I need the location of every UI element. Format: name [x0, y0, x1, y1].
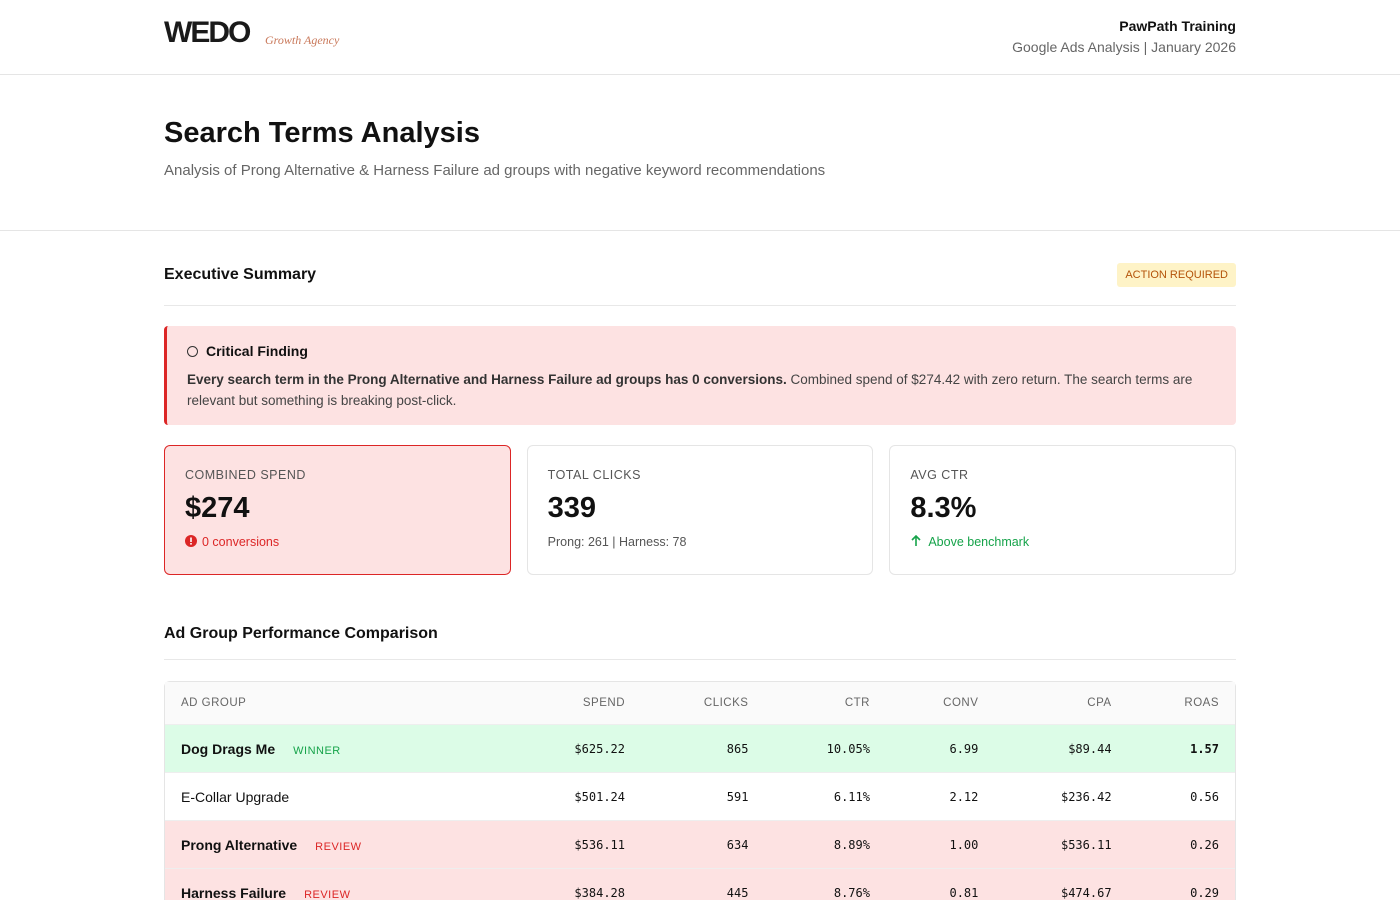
alert-text: Combined spend of $274.42 with zero retu…: [187, 372, 1193, 408]
cell: $501.24: [507, 772, 641, 820]
badge: ACTION REQUIRED: [1117, 263, 1236, 287]
ad-group-name: Harness Failure: [181, 884, 287, 900]
column-header: SPEND: [507, 682, 641, 724]
metric-note-text: 0 conversions: [202, 535, 280, 549]
column-header: CONV: [885, 682, 995, 724]
header: WEDO Growth Agency PawPath Training Goog…: [0, 0, 1400, 75]
column-header: CTR: [764, 682, 886, 724]
cell: $536.11: [507, 820, 641, 868]
column-header: AD GROUP: [165, 682, 508, 724]
cell: 591: [641, 772, 765, 820]
alert-bold: Every search term in the Prong Alternati…: [187, 372, 787, 387]
cell: $384.28: [507, 868, 641, 900]
metric-note-text: Prong: 261 | Harness: 78: [547, 535, 687, 549]
table: AD GROUP SPEND CLICKS CTR CONV CPA ROAS Dog Dra…: [164, 681, 1236, 900]
alert-title: Critical Finding: [206, 343, 308, 359]
icon: [185, 535, 197, 547]
metric-label: TOTAL CLICKS: [547, 468, 641, 482]
cell: 8.89%: [764, 820, 886, 868]
cell: $89.44: [994, 724, 1128, 772]
section-header: Ad Group Performance Comparison: [164, 613, 1236, 660]
column-header: CPA: [994, 682, 1128, 724]
table-row: Prong Alternative REVIEW $536.11 634 8.89% 1.…: [165, 820, 1235, 868]
metric-cards: COMBINED SPEND $274 0 conversions TOTAL CLI…: [164, 445, 1237, 575]
alert-body: Every search term in the Prong Alternati…: [187, 369, 1216, 411]
cell: 0.29: [1127, 868, 1235, 900]
page-subtitle: Analysis of Prong Alternative & Harness …: [164, 162, 826, 179]
metric-card: TOTAL CLICKS 339 Prong: 261 | Harness: 78: [526, 445, 874, 575]
cell: 0.81: [885, 868, 995, 900]
metric-card: COMBINED SPEND $274 0 conversions: [164, 445, 511, 575]
cell: 1.00: [885, 820, 995, 868]
table-row: Dog Drags Me WINNER $625.22 865 10.05% 6.99 $8…: [165, 724, 1235, 772]
cell: $236.42: [994, 772, 1128, 820]
icon: [187, 346, 198, 357]
cell: 1.57: [1127, 724, 1235, 772]
report-meta: Google Ads Analysis | January 2026: [1012, 39, 1236, 55]
cell: 2.12: [885, 772, 995, 820]
metric-value: $274: [185, 492, 250, 524]
cell: 445: [641, 868, 765, 900]
row-tag: REVIEW: [304, 888, 351, 900]
table-row: Harness Failure REVIEW $384.28 445 8.76% 0.81…: [165, 868, 1235, 900]
metric-card: AVG CTR 8.3% Above benchmark: [889, 445, 1237, 575]
column-header: CLICKS: [641, 682, 765, 724]
ad-group-name: E-Collar Upgrade: [181, 788, 290, 805]
metric-note: Above benchmark: [910, 534, 1215, 549]
alert-heading: Critical Finding: [187, 343, 1216, 359]
page-title: Search Terms Analysis: [164, 117, 480, 149]
cell: 634: [641, 820, 765, 868]
section-header: Executive Summary ACTION REQUIRED: [164, 231, 1236, 306]
alert: Critical Finding Every search term in th…: [164, 326, 1236, 425]
table-body: Dog Drags Me WINNER $625.22 865 10.05% 6.99 $8…: [165, 724, 1235, 900]
metric-value: 339: [547, 492, 597, 524]
cell: Harness Failure REVIEW: [165, 868, 508, 900]
cell: 865: [641, 724, 765, 772]
cell: Dog Drags Me WINNER: [165, 724, 508, 772]
cell: Prong Alternative REVIEW: [165, 820, 508, 868]
table-row: E-Collar Upgrade $501.24 591 6.11% 2.12 $236.…: [165, 772, 1235, 820]
row-tag: REVIEW: [315, 840, 362, 853]
cell: 10.05%: [764, 724, 886, 772]
hero: Search Terms Analysis Analysis of Prong …: [0, 75, 1400, 231]
cell: 0.26: [1127, 820, 1235, 868]
section-title: Ad Group Performance Comparison: [164, 625, 438, 642]
cell: 8.76%: [764, 868, 886, 900]
cell: E-Collar Upgrade: [165, 772, 508, 820]
cell: 6.99: [885, 724, 995, 772]
cell: 0.56: [1127, 772, 1235, 820]
section-title: Executive Summary: [164, 266, 317, 283]
cell: $625.22: [507, 724, 641, 772]
metric-label: COMBINED SPEND: [185, 468, 306, 482]
metric-value: 8.3%: [910, 492, 977, 524]
cell: $536.11: [994, 820, 1128, 868]
metric-note: Prong: 261 | Harness: 78: [548, 535, 853, 549]
tagline: Growth Agency: [265, 33, 340, 47]
client: PawPath Training: [1119, 18, 1236, 34]
content: Executive Summary ACTION REQUIRED Critic…: [164, 231, 1237, 900]
logo: WEDO: [164, 16, 251, 49]
icon: [911, 534, 921, 546]
table-header: AD GROUP SPEND CLICKS CTR CONV CPA ROAS: [165, 682, 1235, 724]
ad-group-name: Prong Alternative: [181, 836, 298, 853]
cell: $474.67: [994, 868, 1128, 900]
column-header: ROAS: [1127, 682, 1235, 724]
metric-label: AVG CTR: [910, 468, 969, 482]
ad-group-name: Dog Drags Me: [181, 740, 276, 757]
metric-note: 0 conversions: [185, 535, 490, 549]
cell: 6.11%: [764, 772, 886, 820]
metric-note-text: Above benchmark: [928, 535, 1030, 549]
row-tag: WINNER: [293, 744, 341, 757]
